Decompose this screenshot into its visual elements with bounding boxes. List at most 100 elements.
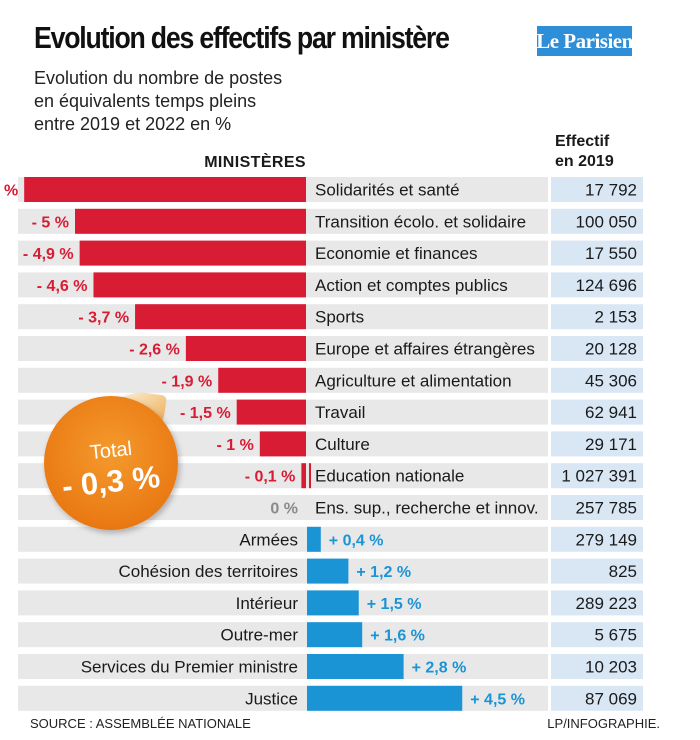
category-label: Agriculture et alimentation: [315, 371, 512, 390]
category-label: Economie et finances: [315, 244, 478, 263]
effectif-band: [551, 495, 643, 520]
value-label: + 1,5 %: [367, 596, 422, 613]
bar-negative: [218, 367, 306, 393]
row-band: [18, 526, 548, 552]
row-band: [18, 622, 548, 648]
category-label: Outre-mer: [221, 626, 299, 645]
subtitle-line-3: entre 2019 et 2022 en %: [34, 114, 232, 134]
effectif-band: [551, 304, 643, 330]
value-label: - 1,9 %: [162, 373, 213, 390]
value-label: - 1 %: [216, 437, 253, 454]
value-label: + 0,4 %: [329, 532, 384, 549]
effectif-band: [551, 336, 643, 361]
effectif-band: [551, 431, 643, 457]
category-label: Education nationale: [315, 467, 464, 486]
effectif-band: [551, 622, 643, 648]
bar-negative: [135, 304, 306, 330]
effectif-band: [551, 654, 643, 679]
effectif-band: [551, 367, 643, 393]
le-parisien-logo: Le Parisien: [536, 26, 633, 56]
credit-note: LP/INFOGRAPHIE.: [547, 716, 660, 731]
effectif-value: 5 675: [594, 626, 637, 645]
effectif-value: 20 128: [585, 340, 637, 359]
bar-negative: [236, 399, 306, 425]
effectif-value: 2 153: [594, 308, 637, 327]
effectif-value: 1 027 391: [561, 467, 637, 486]
category-label: Armées: [239, 530, 298, 549]
effectif-value: 100 050: [576, 212, 637, 231]
row-band: [18, 558, 548, 584]
effectif-header-line-1: Effectif: [555, 133, 610, 150]
value-label: - 6,1 %: [0, 183, 18, 200]
category-label: Transition écolo. et solidaire: [315, 212, 526, 231]
category-label: Travail: [315, 403, 365, 422]
effectif-value: 10 203: [585, 658, 637, 677]
effectif-value: 45 306: [585, 371, 637, 390]
chart-title: Evolution des effectifs par ministère: [34, 20, 450, 55]
chart-subtitle: Evolution du nombre de postes en équival…: [34, 67, 282, 136]
bar-negative: [75, 208, 306, 234]
value-label: + 2,8 %: [412, 660, 467, 677]
category-label: Ens. sup., recherche et innov.: [315, 499, 539, 518]
bar-negative: [79, 240, 307, 266]
bar-negative: [259, 431, 306, 457]
effectif-band: [551, 272, 643, 298]
bar-positive: [307, 558, 349, 584]
effectif-band: [551, 590, 643, 616]
effectif-value: 257 785: [576, 499, 637, 518]
source-note: SOURCE : ASSEMBLÉE NATIONALE: [30, 716, 251, 731]
value-label: + 4,5 %: [470, 691, 525, 708]
effectif-band: [551, 463, 643, 489]
subtitle-line-2: en équivalents temps pleins: [34, 91, 257, 111]
subtitle-line-1: Evolution du nombre de postes: [34, 68, 283, 88]
effectif-band: [551, 177, 643, 202]
bar-positive: [307, 622, 363, 648]
value-label: - 3,7 %: [78, 310, 129, 327]
effectif-header-line-2: en 2019: [555, 153, 614, 170]
row-band: [18, 654, 548, 679]
effectif-value: 87 069: [585, 689, 637, 708]
effectif-band: [551, 685, 643, 711]
bar-negative: [93, 272, 306, 298]
effectif-value: 17 792: [585, 181, 637, 200]
effectif-value: 279 149: [576, 530, 637, 549]
effectif-value: 124 696: [576, 276, 637, 295]
category-label: Action et comptes publics: [315, 276, 508, 295]
effectif-band: [551, 208, 643, 234]
category-label: Culture: [315, 435, 370, 454]
bar-negative: [301, 463, 306, 489]
value-label: - 4,6 %: [37, 278, 88, 295]
effectif-value: 825: [609, 562, 637, 581]
row-band: [18, 590, 548, 616]
value-label: + 1,6 %: [370, 628, 425, 645]
effectif-band: [551, 526, 643, 552]
category-label: Justice: [245, 689, 298, 708]
value-label: + 1,2 %: [356, 564, 411, 581]
bar-positive: [307, 685, 463, 711]
bar-negative: [185, 336, 306, 361]
bar-negative: [24, 177, 307, 202]
bar-positive: [307, 590, 359, 616]
total-badge: Total - 0,3 %: [44, 396, 178, 530]
value-label: - 5 %: [32, 214, 69, 231]
category-label: Cohésion des territoires: [118, 562, 298, 581]
category-label: Europe et affaires étrangères: [315, 340, 535, 359]
value-label: 0 %: [270, 501, 298, 518]
value-label: - 4,9 %: [23, 246, 74, 263]
effectif-column-header: Effectif en 2019: [555, 132, 645, 172]
ministeres-column-header: MINISTÈRES: [204, 154, 306, 171]
effectif-value: 17 550: [585, 244, 637, 263]
effectif-value: 289 223: [576, 594, 637, 613]
effectif-value: 62 941: [585, 403, 637, 422]
effectif-value: 29 171: [585, 435, 637, 454]
category-label: Solidarités et santé: [315, 181, 460, 200]
effectif-band: [551, 399, 643, 425]
effectif-band: [551, 240, 643, 266]
category-label: Intérieur: [236, 594, 299, 613]
bar-positive: [307, 526, 321, 552]
category-label: Sports: [315, 308, 364, 327]
effectif-band: [551, 558, 643, 584]
value-label: - 1,5 %: [180, 405, 231, 422]
category-label: Services du Premier ministre: [81, 658, 298, 677]
